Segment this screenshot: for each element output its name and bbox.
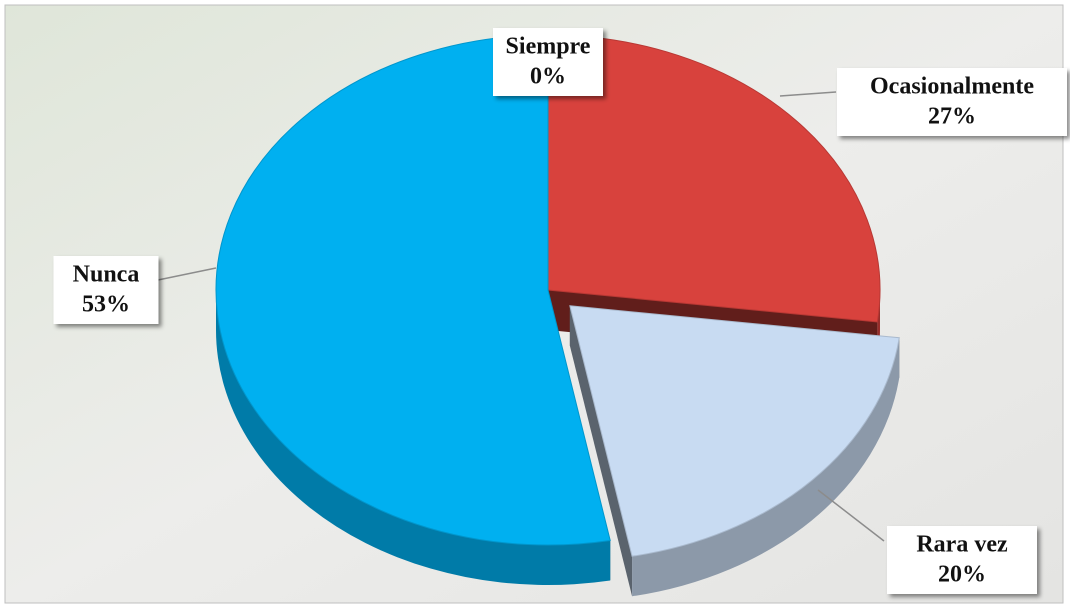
category-label: Rara vez: [916, 532, 1008, 558]
value-label: 53%: [82, 292, 130, 318]
category-label: Nunca: [73, 262, 140, 288]
value-label: 0%: [530, 64, 566, 90]
value-label: 20%: [938, 562, 986, 588]
chart: Siempre 0% Ocasionalmente 27% Rara vez 20% Nun…: [0, 0, 1070, 610]
category-label: Ocasionalmente: [870, 74, 1034, 100]
value-label: 27%: [928, 104, 976, 130]
category-label: Siempre: [506, 34, 591, 60]
